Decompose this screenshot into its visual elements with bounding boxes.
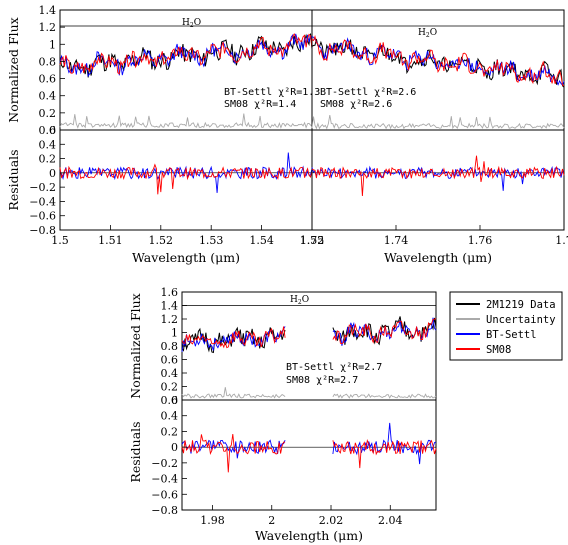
- y-tick-label: 1.6: [161, 286, 179, 299]
- series-sm08: [332, 438, 437, 469]
- legend-label: BT-Settl: [486, 329, 537, 341]
- y-tick-label: −0.8: [29, 224, 56, 237]
- x-tick-label: 2.02: [319, 514, 344, 527]
- legend-label: 2M1219 Data: [486, 299, 556, 311]
- y-tick-label: 0.6: [161, 394, 179, 407]
- xlabel-left: Wavelength (μm): [132, 250, 240, 265]
- fit-label-btsettl-bottom: BT-Settl χ²R=2.7: [286, 362, 382, 373]
- x-tick-label: 1.76: [468, 234, 493, 247]
- x-tick-label: 1.7: [555, 234, 568, 247]
- x-tick-label: 1.51: [98, 234, 123, 247]
- y-tick-label: 0.8: [39, 55, 57, 68]
- fit-label-btsettl-top-right: BT-Settl χ²R=2.6: [320, 87, 416, 98]
- y-tick-label: 1.4: [39, 4, 57, 17]
- y-tick-label: 0.4: [161, 367, 179, 380]
- x-tick-label: 1.54: [249, 234, 274, 247]
- series-sm08: [332, 318, 437, 344]
- y-tick-label: −0.6: [29, 210, 56, 223]
- series-sm08: [311, 155, 565, 197]
- y-tick-label: 0.4: [39, 138, 57, 151]
- panel-residuals-right: 1.72 1.74 1.76 1.7 Wavelength (μm): [300, 129, 568, 265]
- ylabel-flux-bottom: Normalized Flux: [128, 293, 143, 398]
- y-tick-label: 0: [49, 167, 56, 180]
- series-bt-settl: [59, 33, 313, 78]
- h2o-annotation-top-right: H2O: [418, 28, 437, 39]
- y-tick-label: 0.6: [39, 73, 57, 86]
- y-tick-label: 0.4: [39, 90, 57, 103]
- h2o-annotation-top-left: H2O: [182, 18, 201, 29]
- series-uncertainty: [311, 115, 565, 130]
- series-uncertainty: [59, 113, 313, 129]
- x-tick-label: 1.72: [300, 234, 325, 247]
- ylabel-residuals-top: Residuals: [6, 149, 21, 210]
- y-tick-label: −0.2: [151, 457, 178, 470]
- y-tick-label: 0: [171, 441, 178, 454]
- panel-top-right-flux: H2O BT-Settl χ²R=2.6 SM08 χ²R=2.6: [311, 9, 565, 131]
- fit-label-sm08-top-right: SM08 χ²R=2.6: [320, 99, 392, 110]
- y-tick-label: 0.2: [161, 381, 179, 394]
- y-tick-label: 1.2: [39, 21, 57, 34]
- y-tick-label: −0.2: [29, 181, 56, 194]
- y-tick-label: 0.6: [39, 124, 57, 137]
- x-tick-label: 1.53: [199, 234, 224, 247]
- x-tick-label: 1.55: [300, 234, 325, 247]
- y-tick-label: 0.8: [161, 340, 179, 353]
- x-tick-label: 1.5: [51, 234, 69, 247]
- panel-residuals-left: −0.8−0.6−0.4−0.200.20.40.61.5 1.51 1.52 1.5…: [6, 124, 324, 265]
- series-bt-settl: [311, 165, 565, 191]
- fit-label-btsettl-top-left: BT-Settl χ²R=1.3: [224, 87, 320, 98]
- x-tick-label: 1.98: [200, 514, 225, 527]
- legend-label: Uncertainty: [486, 314, 556, 326]
- y-tick-label: 1.2: [161, 313, 179, 326]
- legend: 2M1219 Data Uncertainty BT-Settl SM08: [449, 291, 563, 361]
- y-tick-label: 0: [49, 124, 56, 137]
- y-tick-label: −0.6: [151, 488, 178, 501]
- panel-top-left-flux: 0 0.2 0.4 0.6 0.8 1 1.2 1.4 Normalized Flux H2O…: [6, 4, 320, 137]
- y-tick-label: 0.2: [39, 107, 57, 120]
- y-tick-label: 0.2: [39, 153, 57, 166]
- series-sm08: [311, 35, 565, 87]
- y-tick-label: 0.2: [161, 425, 179, 438]
- y-tick-label: 0: [171, 394, 178, 407]
- y-tick-label: −0.8: [151, 504, 178, 517]
- series-sm08: [59, 163, 313, 195]
- fit-label-sm08-bottom: SM08 χ²R=2.7: [286, 375, 358, 386]
- y-tick-label: 1.4: [161, 300, 179, 313]
- y-tick-label: 1: [49, 38, 56, 51]
- panel-bottom-residuals: −0.8−0.6−0.4−0.200.20.40.61.98 2 2.02 2.04 …: [128, 394, 437, 543]
- legend-label: SM08: [486, 344, 511, 356]
- series-uncertainty: [332, 393, 437, 399]
- series-uncertainty: [181, 387, 286, 399]
- series-sm08: [181, 326, 286, 349]
- y-tick-label: −0.4: [29, 195, 56, 208]
- series-bt-settl: [332, 422, 437, 465]
- ylabel-flux-top: Normalized Flux: [6, 17, 21, 122]
- x-tick-label: 1.52: [149, 234, 174, 247]
- ylabel-residuals-bottom: Residuals: [128, 421, 143, 482]
- series-bt-settl: [311, 36, 565, 86]
- y-tick-label: 0.6: [161, 354, 179, 367]
- x-tick-label: 1.74: [384, 234, 409, 247]
- y-tick-label: 0.4: [161, 410, 179, 423]
- xlabel-right: Wavelength (μm): [384, 250, 492, 265]
- series-sm08: [181, 433, 286, 473]
- xlabel-bottom: Wavelength (μm): [255, 528, 363, 543]
- x-tick-label: 2.04: [378, 514, 403, 527]
- y-tick-label: 1: [171, 327, 178, 340]
- h2o-annotation-bottom: H2O: [290, 295, 309, 306]
- series-2m1219-data: [311, 38, 565, 88]
- x-tick-label: 2: [268, 514, 275, 527]
- y-tick-label: −0.4: [151, 473, 178, 486]
- fit-label-sm08-top-left: SM08 χ²R=1.4: [224, 99, 296, 110]
- panel-bottom-flux: 00.20.40.60.811.21.41.6 Normalized Flux …: [128, 286, 437, 407]
- series-sm08: [59, 33, 313, 75]
